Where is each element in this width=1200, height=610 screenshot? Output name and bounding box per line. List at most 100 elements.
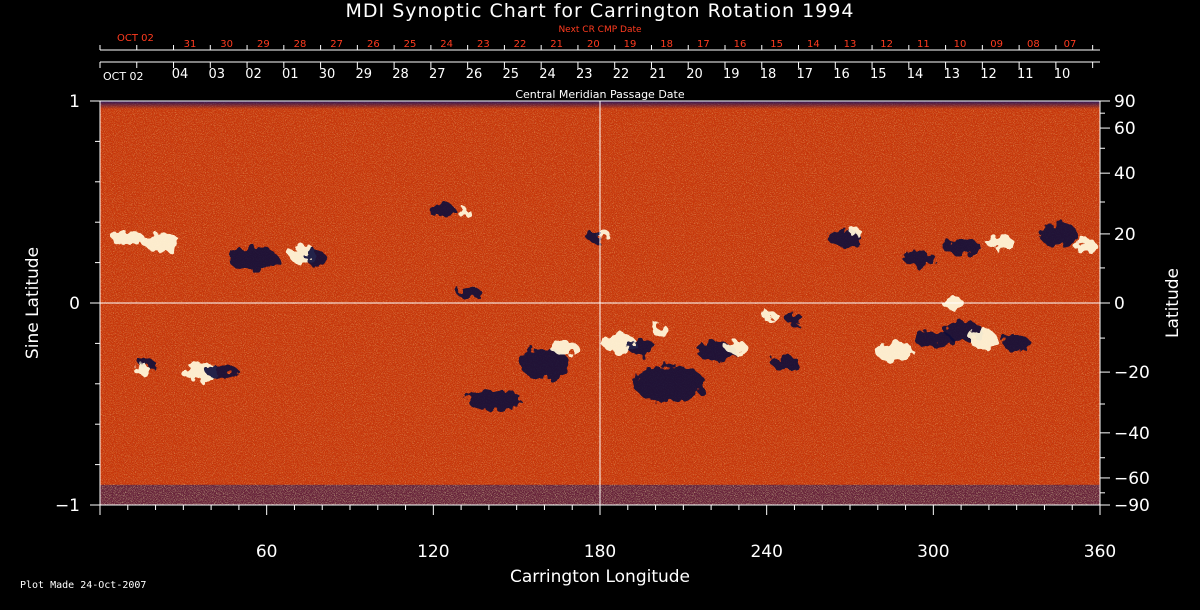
negative-polarity-region [1038,222,1078,247]
y-right-tick-label: −90 [1114,496,1150,516]
positive-polarity-region [602,333,637,354]
next-cr-date-label: 31 [184,39,197,50]
positive-polarity-region [133,364,151,375]
negative-polarity-region [456,286,482,299]
positive-polarity-region [850,227,862,238]
negative-polarity-region [902,251,937,266]
next-cr-date-label: 22 [514,39,527,50]
negative-polarity-region [627,339,656,356]
cmp-date-label: 29 [355,67,372,82]
next-cr-label: Next CR CMP Date [558,25,642,35]
next-cr-date-label: 13 [844,39,857,50]
next-cr-date-label: 20 [587,39,600,50]
y-right-tick-label: −20 [1114,363,1150,383]
cmp-date-label: 19 [723,67,740,82]
x-tick-label: 300 [917,542,949,562]
x-tick-label: 120 [417,542,449,562]
y-left-tick-label: −1 [55,496,80,516]
cmp-axis-label: Central Meridian Passage Date [515,88,684,101]
next-cr-date-label: 30 [220,39,233,50]
next-cr-date-label: 23 [477,39,490,50]
negative-polarity-region [427,204,456,217]
next-cr-date-label: 07 [1064,39,1077,50]
negative-polarity-region [913,331,953,348]
positive-polarity-region [550,339,578,356]
negative-polarity-region [772,355,800,372]
y-right-tick-label: 60 [1114,119,1136,139]
cmp-date-label: 10 [1054,67,1071,82]
x-tick-label: 180 [584,542,616,562]
x-tick-label: 240 [750,542,782,562]
negative-polarity-region [633,365,706,402]
next-cr-date-label: 24 [440,39,453,50]
cmp-date-label: 30 [319,67,336,82]
y-right-tick-label: 90 [1114,92,1136,112]
next-cr-start-label: OCT 02 [117,33,154,44]
y-left-tick-label: 0 [69,294,80,314]
positive-polarity-region [111,230,145,247]
positive-polarity-region [969,329,998,350]
cmp-date-label: 14 [907,67,924,82]
next-cr-date-label: 18 [660,39,673,50]
positive-polarity-region [986,235,1014,250]
cmp-date-label: 12 [980,67,997,82]
negative-polarity-region [205,364,239,379]
cmp-date-label: 11 [1017,67,1034,82]
negative-polarity-region [786,313,803,326]
cmp-date-label: 25 [502,67,519,82]
cmp-date-label: 01 [282,67,299,82]
positive-polarity-region [456,208,471,217]
cmp-date-label: 23 [576,67,593,82]
next-cr-date-label: 27 [330,39,343,50]
y-right-tick-label: −60 [1114,469,1150,489]
negative-polarity-region [941,238,981,255]
next-cr-date-label: 15 [770,39,783,50]
negative-polarity-region [466,389,523,411]
cmp-date-label: 04 [172,67,189,82]
next-cr-date-label: 26 [367,39,380,50]
negative-polarity-region [1002,335,1031,352]
positive-polarity-region [725,340,748,355]
y-right-tick-label: 20 [1114,225,1136,245]
cmp-date-label: 03 [208,67,225,82]
cmp-date-label: 21 [649,67,666,82]
y-right-tick-label: 0 [1114,294,1125,314]
negative-polarity-region [306,250,327,267]
x-tick-label: 60 [256,542,278,562]
next-cr-date-label: 09 [990,39,1003,50]
negative-polarity-region [227,246,278,271]
y-right-tick-label: −40 [1114,424,1150,444]
active-regions [111,204,1098,411]
cmp-date-label: 22 [613,67,630,82]
cmp-date-label: 13 [943,67,960,82]
next-cr-date-label: 11 [917,39,930,50]
next-cr-date-label: 25 [404,39,417,50]
x-tick-label: 360 [1084,542,1116,562]
next-cr-date-label: 10 [954,39,967,50]
cmp-date-label: 02 [245,67,262,82]
cmp-date-label: 26 [466,67,483,82]
cmp-date-label: 18 [760,67,777,82]
cmp-date-label: 15 [870,67,887,82]
negative-polarity-region [586,230,603,243]
cmp-date-label: 28 [392,67,409,82]
y-left-tick-label: 1 [69,92,80,112]
positive-polarity-region [1075,238,1098,255]
next-cr-date-label: 21 [550,39,563,50]
negative-polarity-region [519,348,570,379]
next-cr-date-label: 16 [734,39,747,50]
next-cr-date-label: 17 [697,39,710,50]
x-axis-label: Carrington Longitude [510,567,690,587]
cmp-date-label: 17 [796,67,813,82]
chart-title: MDI Synoptic Chart for Carrington Rotati… [345,0,855,22]
next-cr-date-label: 19 [624,39,637,50]
plot-made-footer: Plot Made 24-Oct-2007 [20,580,147,591]
next-cr-date-label: 08 [1027,39,1040,50]
positive-polarity-region [761,310,778,321]
positive-polarity-region [875,341,914,362]
next-cr-date-label: 28 [294,39,307,50]
cmp-start-label: OCT 02 [103,70,144,83]
y-right-axis-label: Latitude [1163,268,1183,338]
y-left-axis-label: Sine Latitude [23,247,43,359]
